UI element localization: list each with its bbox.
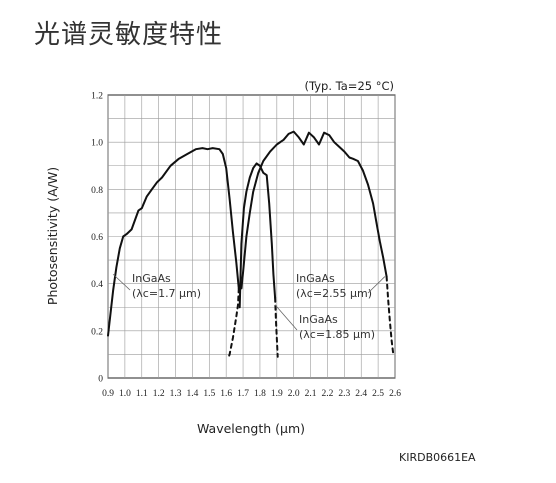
x-tick-label: 2.2 (322, 389, 334, 399)
annotation-cutoff: (λc=1.85 μm) (299, 328, 375, 341)
annotation-cutoff: (λc=1.7 μm) (132, 287, 201, 300)
y-tick-label: 0.6 (91, 233, 103, 243)
x-tick-label: 0.9 (102, 389, 114, 399)
x-tick-label: 2.6 (389, 389, 401, 399)
x-tick-label: 1.3 (170, 389, 182, 399)
annotation-title: InGaAs (296, 272, 335, 285)
y-tick-label: 0 (98, 375, 103, 385)
x-tick-label: 2.1 (305, 389, 317, 399)
annotation-title: InGaAs (132, 272, 171, 285)
x-tick-label: 2.0 (288, 389, 300, 399)
x-tick-label: 1.5 (203, 389, 215, 399)
annotation-leader (274, 304, 298, 331)
figure-id: KIRDB0661EA (399, 451, 476, 464)
series-line-1 (107, 147, 240, 337)
grid (107, 95, 396, 378)
x-tick-label: 1.1 (136, 389, 148, 399)
x-tick-label: 1.6 (220, 389, 232, 399)
y-axis-label: Photosensitivity (A/W) (45, 167, 60, 305)
x-tick-label: 1.4 (186, 389, 198, 399)
x-tick-label: 1.7 (237, 389, 249, 399)
x-tick-label: 1.0 (119, 389, 131, 399)
y-tick-label: 0.4 (91, 280, 103, 290)
x-tick-label: 2.5 (372, 389, 384, 399)
y-tick-label: 0.2 (91, 327, 103, 337)
series-line-3 (238, 162, 277, 309)
y-tick-label: 1.2 (91, 92, 103, 102)
series-line-6 (385, 275, 395, 356)
annotation-leader (112, 273, 131, 291)
x-tick-label: 1.8 (254, 389, 266, 399)
annotation-layer: InGaAs (λc=1.7 μm) InGaAs (λc=2.55 μm) InGaA… (112, 272, 386, 341)
annotation-leader (367, 276, 386, 294)
annotation-title: InGaAs (299, 313, 338, 326)
x-tick-label: 2.3 (338, 389, 350, 399)
y-tick-label: 1.0 (91, 139, 103, 149)
series-line-5 (240, 130, 388, 290)
x-tick-label: 2.4 (355, 389, 367, 399)
y-tick-label: 0.8 (91, 186, 103, 196)
x-tick-label: 1.2 (153, 389, 165, 399)
page-heading: 光谱灵敏度特性 (34, 20, 224, 50)
x-axis-label: Wavelength (μm) (197, 421, 305, 436)
series-line-2 (226, 287, 240, 361)
x-tick-label: 1.9 (271, 389, 283, 399)
series-layer (107, 130, 395, 361)
annotation-cutoff: (λc=2.55 μm) (296, 287, 372, 300)
series-line-4 (274, 296, 279, 358)
condition-note: (Typ. Ta=25 °C) (305, 79, 395, 93)
tick-layer: 0.9 1.0 1.1 1.2 1.3 1.4 1.5 1.6 1.7 1.8 1.9 2.0 2.1 2… (91, 92, 401, 400)
